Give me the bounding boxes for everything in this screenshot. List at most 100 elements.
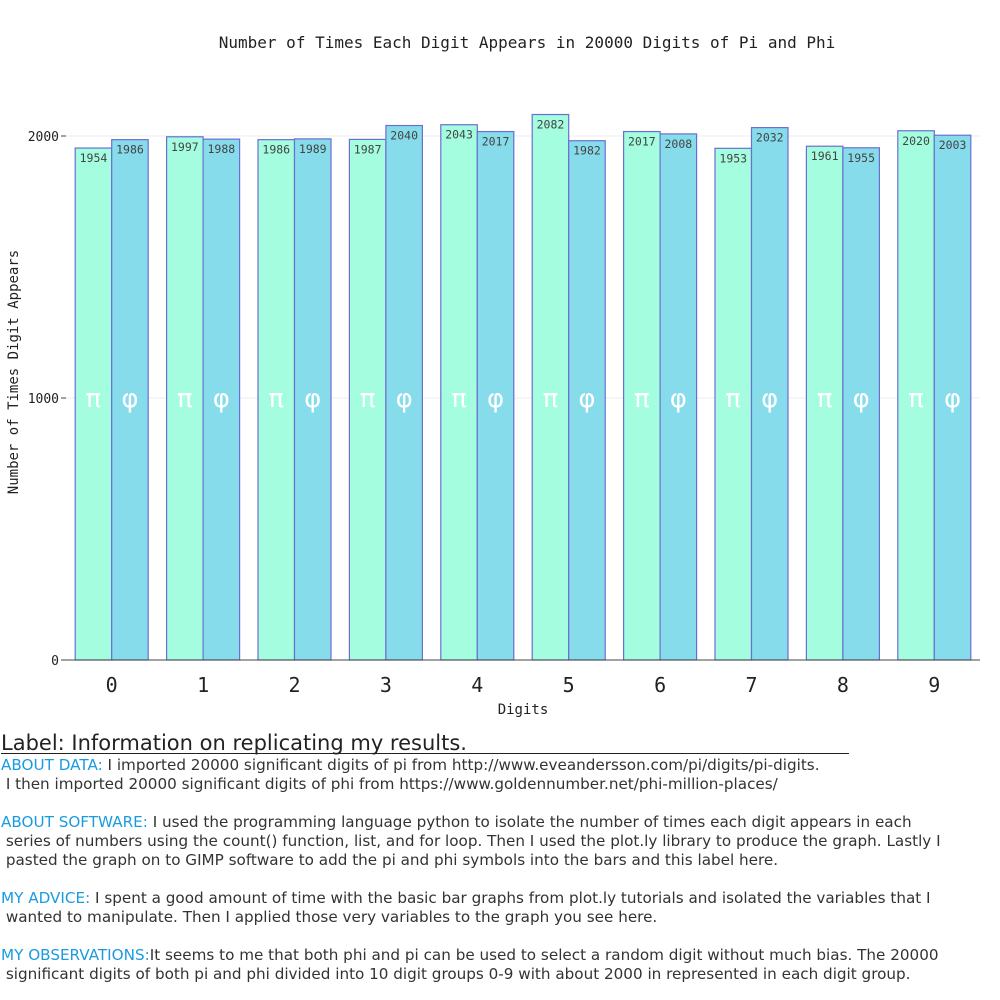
phi-symbol: φ — [487, 384, 504, 414]
x-tick-label: 0 — [106, 673, 118, 697]
bar-value-label: 2003 — [939, 138, 967, 152]
notes-line: significant digits of both pi and phi di… — [1, 965, 999, 984]
notes-heading: MY OBSERVATIONS: — [1, 946, 150, 964]
pi-symbol: π — [543, 384, 559, 414]
bar-phi-9 — [933, 134, 972, 661]
phi-symbol: φ — [396, 384, 413, 414]
x-tick-label: 5 — [563, 673, 575, 697]
notes-text: It seems to me that both phi and pi can … — [149, 946, 939, 964]
bar-value-label: 2040 — [390, 129, 418, 143]
replication-notes: Label: Information on replicating my res… — [1, 730, 999, 984]
notes-paragraph: ABOUT DATA: I imported 20000 significant… — [1, 756, 999, 794]
x-tick-label: 4 — [471, 673, 483, 697]
notes-line: ABOUT SOFTWARE: I used the programming l… — [1, 813, 999, 832]
chart-title: Number of Times Each Digit Appears in 20… — [219, 33, 836, 52]
pi-symbol: π — [817, 384, 833, 414]
bar-pi-7 — [714, 147, 753, 661]
bar-phi-0 — [111, 139, 149, 661]
notes-line: ABOUT DATA: I imported 20000 significant… — [1, 756, 999, 775]
bar-value-label: 1989 — [299, 142, 327, 156]
notes-line: I then imported 20000 significant digits… — [1, 775, 999, 794]
bar-value-label: 1987 — [354, 142, 382, 156]
paragraph-gap — [1, 794, 999, 813]
x-tick-label: 1 — [197, 673, 209, 697]
y-tick-label: 1000 — [28, 392, 59, 407]
y-tick-label: 0 — [51, 654, 59, 669]
bar-phi-5 — [568, 140, 606, 661]
bar-pi-8 — [805, 145, 844, 661]
y-axis-label: Number of Times Digit Appears — [6, 250, 22, 494]
notes-heading: ABOUT SOFTWARE: — [1, 813, 148, 831]
y-axis: 0 1000 2000 — [28, 130, 66, 669]
phi-symbol: φ — [761, 384, 778, 414]
pi-symbol: π — [360, 384, 376, 414]
notes-text: I used the programming language python t… — [147, 813, 912, 831]
bar-value-label: 2020 — [902, 134, 930, 148]
pi-symbol: π — [451, 384, 467, 414]
bar-pi-3 — [348, 138, 387, 661]
bar-pi-6 — [622, 130, 661, 661]
phi-symbol: φ — [304, 384, 321, 414]
bar-value-label: 1955 — [847, 151, 875, 165]
notes-title: Label: Information on replicating my res… — [1, 730, 999, 756]
x-tick-label: 8 — [837, 673, 849, 697]
bar-value-label: 2008 — [664, 137, 692, 151]
phi-symbol: φ — [944, 384, 961, 414]
pi-symbol: π — [908, 384, 924, 414]
bar-phi-8 — [842, 147, 881, 661]
x-tick-label: 9 — [928, 673, 940, 697]
pi-symbol: π — [634, 384, 650, 414]
bar-phi-7 — [750, 127, 789, 661]
notes-line: series of numbers using the count() func… — [1, 832, 999, 851]
pi-symbol: π — [86, 384, 102, 414]
bar-pi-0 — [74, 147, 113, 661]
bar-pi-5 — [531, 113, 570, 661]
x-axis: 0 1 2 3 4 5 6 7 8 9 — [66, 659, 980, 697]
notes-line: pasted the graph on to GIMP software to … — [1, 851, 999, 870]
bar-value-label: 2082 — [537, 118, 565, 132]
bar-value-label: 1961 — [811, 149, 839, 163]
notes-title-underline — [1, 753, 849, 754]
notes-paragraph: ABOUT SOFTWARE: I used the programming l… — [1, 813, 999, 870]
phi-symbol: φ — [121, 384, 138, 414]
bar-value-label: 2032 — [756, 131, 784, 145]
x-tick-label: 6 — [654, 673, 666, 697]
bar-value-label: 1986 — [116, 143, 144, 157]
notes-heading: MY ADVICE: — [1, 889, 91, 907]
phi-symbol: φ — [578, 384, 595, 414]
notes-text: wanted to manipulate. Then I applied tho… — [1, 908, 658, 926]
pi-symbol: π — [177, 384, 193, 414]
notes-paragraph: MY ADVICE: I spent a good amount of time… — [1, 889, 999, 927]
x-tick-label: 3 — [380, 673, 392, 697]
notes-text: pasted the graph on to GIMP software to … — [1, 851, 779, 869]
paragraph-gap — [1, 927, 999, 946]
bar-value-label: 1953 — [719, 151, 747, 165]
paragraph-gap — [1, 870, 999, 889]
x-axis-label: Digits — [498, 702, 549, 718]
bar-phi-1 — [202, 138, 241, 661]
bar-value-label: 2017 — [628, 135, 656, 149]
bar-value-label: 1982 — [573, 144, 601, 158]
bar-phi-2 — [293, 138, 332, 661]
phi-symbol: φ — [213, 384, 230, 414]
phi-symbol: φ — [670, 384, 687, 414]
digit-frequency-chart: Number of Times Each Digit Appears in 20… — [6, 33, 980, 718]
notes-line: wanted to manipulate. Then I applied tho… — [1, 908, 999, 927]
bar-phi-6 — [659, 133, 698, 661]
bar-value-label: 1986 — [262, 143, 290, 157]
pi-symbol: π — [268, 384, 284, 414]
notes-text: I imported 20000 significant digits of p… — [102, 756, 820, 774]
notes-paragraph: MY OBSERVATIONS:It seems to me that both… — [1, 946, 999, 984]
bar-pi-1 — [166, 136, 204, 661]
notes-paragraphs: ABOUT DATA: I imported 20000 significant… — [1, 756, 999, 984]
bars: 1954 π 1986 φ 1997 π 1988 φ 1986 π 1989 φ 1987 π 2040 φ… — [74, 113, 972, 661]
phi-symbol: φ — [853, 384, 870, 414]
x-tick-label: 2 — [288, 673, 300, 697]
pi-symbol: π — [725, 384, 741, 414]
notes-line: MY OBSERVATIONS:It seems to me that both… — [1, 946, 999, 965]
bar-value-label: 1954 — [80, 151, 108, 165]
notes-line: MY ADVICE: I spent a good amount of time… — [1, 889, 999, 908]
bar-value-label: 1988 — [207, 142, 235, 156]
bar-value-label: 1997 — [171, 140, 199, 154]
notes-text: significant digits of both pi and phi di… — [1, 965, 911, 983]
